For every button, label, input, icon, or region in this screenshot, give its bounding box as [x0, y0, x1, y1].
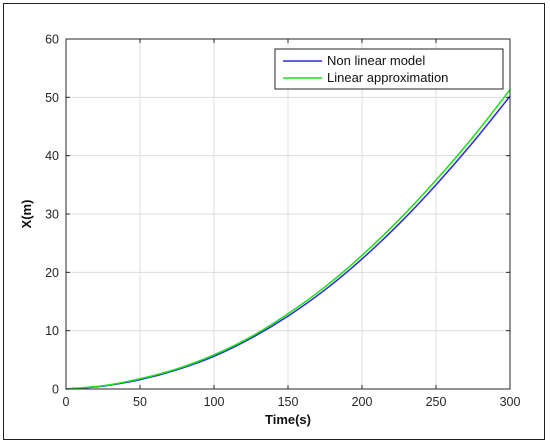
legend-box: [274, 48, 504, 90]
x-tick-label: 300: [500, 395, 521, 409]
legend-label-linear: Linear approximation: [327, 70, 448, 85]
y-tick-label: 30: [45, 208, 59, 222]
series-lines: [65, 89, 511, 390]
y-axis-label: X(m): [19, 200, 34, 229]
y-tick-label: 50: [45, 91, 59, 105]
series-line-linear-approximation: [65, 89, 511, 390]
y-tick-label: 20: [45, 266, 59, 280]
y-tick-label: 10: [45, 324, 59, 338]
y-tick-label: 60: [45, 33, 59, 47]
x-axis-label: Time(s): [265, 412, 311, 427]
x-tick-label: 100: [204, 395, 225, 409]
x-tick-label: 150: [278, 395, 299, 409]
y-axis-ticks: 0 10 20 30 40 50 60: [45, 33, 510, 397]
y-tick-label: 40: [45, 149, 59, 163]
legend: Non linear model Linear approximation: [274, 48, 504, 90]
series-line-nonlinear-model: [65, 95, 511, 390]
x-tick-label: 250: [426, 395, 447, 409]
x-tick-label: 50: [133, 395, 147, 409]
legend-label-nonlinear: Non linear model: [327, 53, 425, 68]
y-tick-label: 0: [52, 383, 59, 397]
x-tick-label: 0: [63, 395, 70, 409]
x-tick-label: 200: [352, 395, 373, 409]
x-axis-ticks: 0 50 100 150 200 250 300: [63, 39, 521, 409]
